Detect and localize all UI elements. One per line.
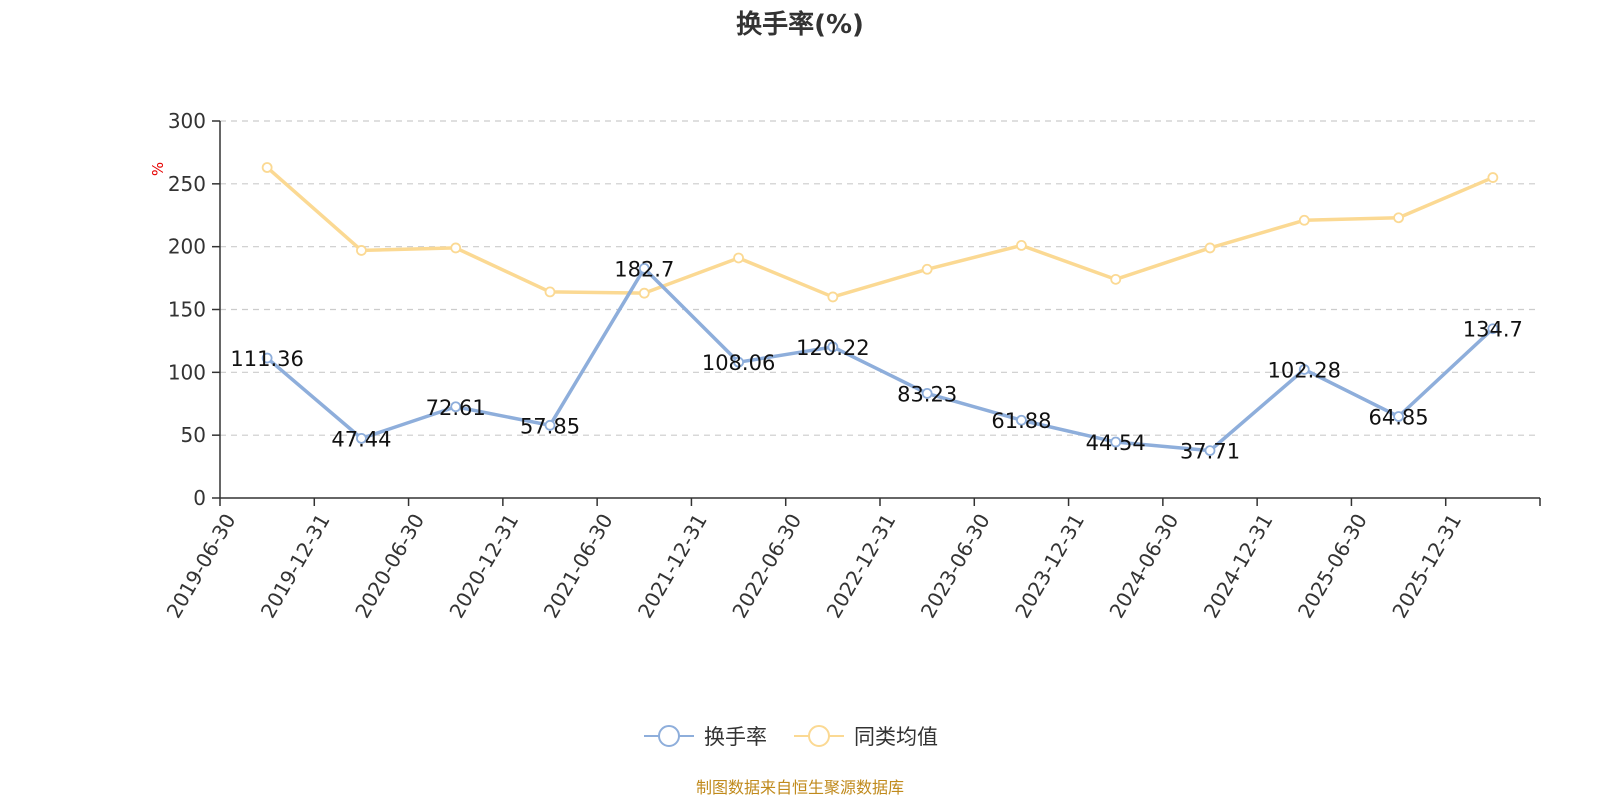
turnover-point[interactable] xyxy=(1204,445,1216,457)
turnover-point[interactable] xyxy=(733,356,744,368)
data-source-note: 制图数据来自恒生聚源数据库 xyxy=(696,778,904,797)
turnover-data-label: 108.06 xyxy=(702,351,775,375)
turnover-point[interactable] xyxy=(1016,414,1027,426)
peer-average-point[interactable] xyxy=(638,287,650,299)
x-tick-label: 2020-12-31 xyxy=(444,510,523,623)
x-tick-label: 2024-06-30 xyxy=(1104,510,1183,623)
peer-average-point[interactable] xyxy=(1016,240,1027,251)
turnover-data-label: 102.28 xyxy=(1268,358,1341,382)
turnover-data-label: 134.7 xyxy=(1463,318,1523,342)
x-tick-label: 2020-06-30 xyxy=(350,509,429,622)
turnover-data-label: 83.23 xyxy=(897,382,957,406)
turnover-data-label: 57.85 xyxy=(520,414,580,438)
peer-average-point[interactable] xyxy=(450,242,462,254)
peer-average-point[interactable] xyxy=(1487,172,1499,183)
x-tick-label: 2019-06-30 xyxy=(162,510,241,623)
x-tick-label: 2023-12-31 xyxy=(1010,510,1089,623)
x-tick-label: 2021-06-30 xyxy=(539,510,618,623)
peer-average-point[interactable] xyxy=(1110,273,1122,285)
turnover-data-label: 47.44 xyxy=(331,427,391,451)
data-labels: 111.36 47.44 72.61 57.85 182.7 108.06 120.22 83… xyxy=(230,257,1523,463)
turnover-point[interactable] xyxy=(638,263,650,274)
x-tick-label: 2022-12-31 xyxy=(822,510,901,623)
x-tick-label: 2025-06-30 xyxy=(1293,510,1372,623)
y-tick-label: 200 xyxy=(168,235,206,259)
turnover-point[interactable] xyxy=(921,388,933,399)
y-tick-label: 0 xyxy=(193,486,206,510)
x-tick-label: 2019-12-31 xyxy=(256,510,335,623)
peer-average-point[interactable] xyxy=(1204,242,1216,254)
y-tick-label: 150 xyxy=(168,298,206,322)
turnover-point[interactable] xyxy=(450,401,462,413)
turnover-point[interactable] xyxy=(544,419,556,431)
series-line-peer-average xyxy=(265,165,1495,299)
turnover-point[interactable] xyxy=(261,352,273,364)
y-tick-label: 100 xyxy=(168,360,206,384)
y-tick-label: 50 xyxy=(181,423,206,447)
peer-average-point[interactable] xyxy=(544,286,556,298)
series-lines xyxy=(261,162,1499,457)
turnover-point[interactable] xyxy=(1110,436,1122,448)
y-tick-label: 300 xyxy=(168,109,206,133)
turnover-point[interactable] xyxy=(1393,411,1404,422)
turnover-point[interactable] xyxy=(1298,364,1310,375)
y-axis-unit-label: % xyxy=(149,162,167,176)
peer-average-point[interactable] xyxy=(356,245,367,256)
turnover-data-label: 44.54 xyxy=(1086,431,1146,455)
legend-label: 换手率 xyxy=(704,725,767,749)
turnover-data-label: 64.85 xyxy=(1369,406,1429,430)
peer-average-point[interactable] xyxy=(1298,214,1310,226)
turnover-data-label: 182.7 xyxy=(614,257,674,281)
peer-average-point[interactable] xyxy=(733,252,744,264)
series-line-turnover xyxy=(265,266,1495,453)
y-tick-label: 250 xyxy=(168,172,206,196)
x-tick-label: 2022-06-30 xyxy=(727,510,806,623)
turnover-data-label: 37.71 xyxy=(1180,440,1240,464)
x-tick-label: 2024-12-31 xyxy=(1199,510,1278,623)
peer-average-point[interactable] xyxy=(921,263,933,275)
peer-average-point[interactable] xyxy=(1393,212,1404,224)
peer-average-point[interactable] xyxy=(261,162,273,173)
legend-circle-icon xyxy=(658,725,680,747)
turnover-data-label: 120.22 xyxy=(796,336,869,360)
turnover-data-label: 72.61 xyxy=(426,396,486,420)
legend[interactable]: 换手率 同类均值 xyxy=(644,725,938,749)
x-tick-label: 2025-12-31 xyxy=(1387,510,1466,623)
chart-title: 换手率(%) xyxy=(736,9,864,40)
turnover-point[interactable] xyxy=(356,432,367,444)
turnover-data-label: 61.88 xyxy=(991,409,1051,433)
legend-item-turnover[interactable]: 换手率 xyxy=(644,725,767,749)
legend-label: 同类均值 xyxy=(854,725,938,749)
legend-circle-icon xyxy=(808,725,830,747)
legend-item-peer-average[interactable]: 同类均值 xyxy=(794,725,938,749)
turnover-point[interactable] xyxy=(1487,323,1499,335)
turnover-data-label: 111.36 xyxy=(230,347,303,371)
peer-average-point[interactable] xyxy=(827,291,839,303)
x-tick-label: 2023-06-30 xyxy=(916,509,995,622)
x-tick-label: 2021-12-31 xyxy=(633,510,712,623)
turnover-point[interactable] xyxy=(827,341,839,353)
